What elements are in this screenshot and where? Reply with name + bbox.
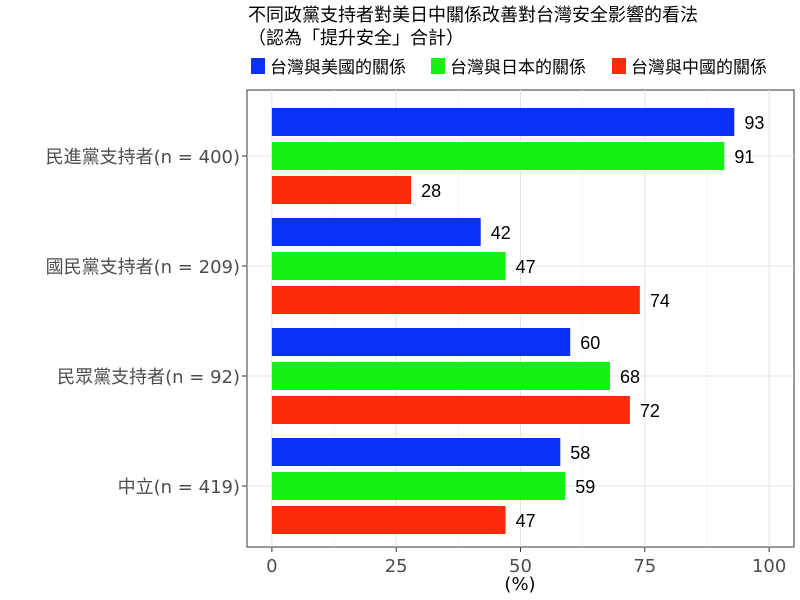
bar: [271, 506, 506, 534]
legend-swatch: [251, 58, 265, 74]
x-tick-label: 75: [633, 556, 656, 577]
legend-label: 台灣與日本的關係: [450, 58, 586, 78]
bar-value-label: 28: [421, 181, 441, 201]
bar: [271, 472, 566, 500]
category-label: 中立(n = 419): [118, 477, 240, 498]
bar-value-label: 47: [516, 511, 536, 531]
bar: [271, 362, 611, 390]
legend: 台灣與美國的關係 台灣與日本的關係 台灣與中國的關係: [251, 58, 767, 78]
bar: [271, 108, 735, 136]
bar: [271, 176, 412, 204]
bar-value-label: 47: [516, 257, 536, 277]
bar: [271, 286, 640, 314]
x-tick-label: 50: [509, 556, 532, 577]
bars: [271, 108, 735, 534]
bar: [271, 218, 481, 246]
category-label: 民眾黨支持者(n = 92): [57, 367, 240, 388]
bar-value-label: 58: [570, 443, 590, 463]
bar-value-label: 74: [650, 291, 670, 311]
bar-value-label: 68: [620, 367, 640, 387]
category-labels: 民進黨支持者(n = 400) 國民黨支持者(n = 209) 民眾黨支持者(n =…: [46, 147, 247, 498]
bar-value-label: 60: [580, 333, 600, 353]
bar-value-label: 91: [734, 147, 754, 167]
bar-value-label: 42: [491, 223, 511, 243]
bar-value-label: 93: [744, 113, 764, 133]
bar-value-label: 59: [575, 477, 595, 497]
legend-label: 台灣與美國的關係: [270, 58, 406, 78]
category-label: 國民黨支持者(n = 209): [46, 257, 240, 278]
legend-swatch: [612, 58, 626, 74]
bar: [271, 396, 630, 424]
legend-swatch: [431, 58, 445, 74]
x-tick-label: 100: [752, 556, 786, 577]
x-axis-title: (%): [504, 574, 535, 595]
category-label: 民進黨支持者(n = 400): [46, 147, 240, 168]
legend-label: 台灣與中國的關係: [631, 58, 767, 78]
chart-title-line-1: 不同政黨支持者對美日中關係改善對台灣安全影響的看法: [248, 5, 698, 26]
bar: [271, 328, 571, 356]
bar: [271, 438, 561, 466]
bar: [271, 142, 725, 170]
x-tick-label: 25: [385, 556, 408, 577]
bar: [271, 252, 506, 280]
x-ticks: 0 25 50 75 100: [266, 547, 786, 577]
chart-title-line-2: （認為「提升安全」合計）: [248, 28, 464, 49]
bar-value-label: 72: [640, 401, 660, 421]
x-tick-label: 0: [266, 556, 277, 577]
